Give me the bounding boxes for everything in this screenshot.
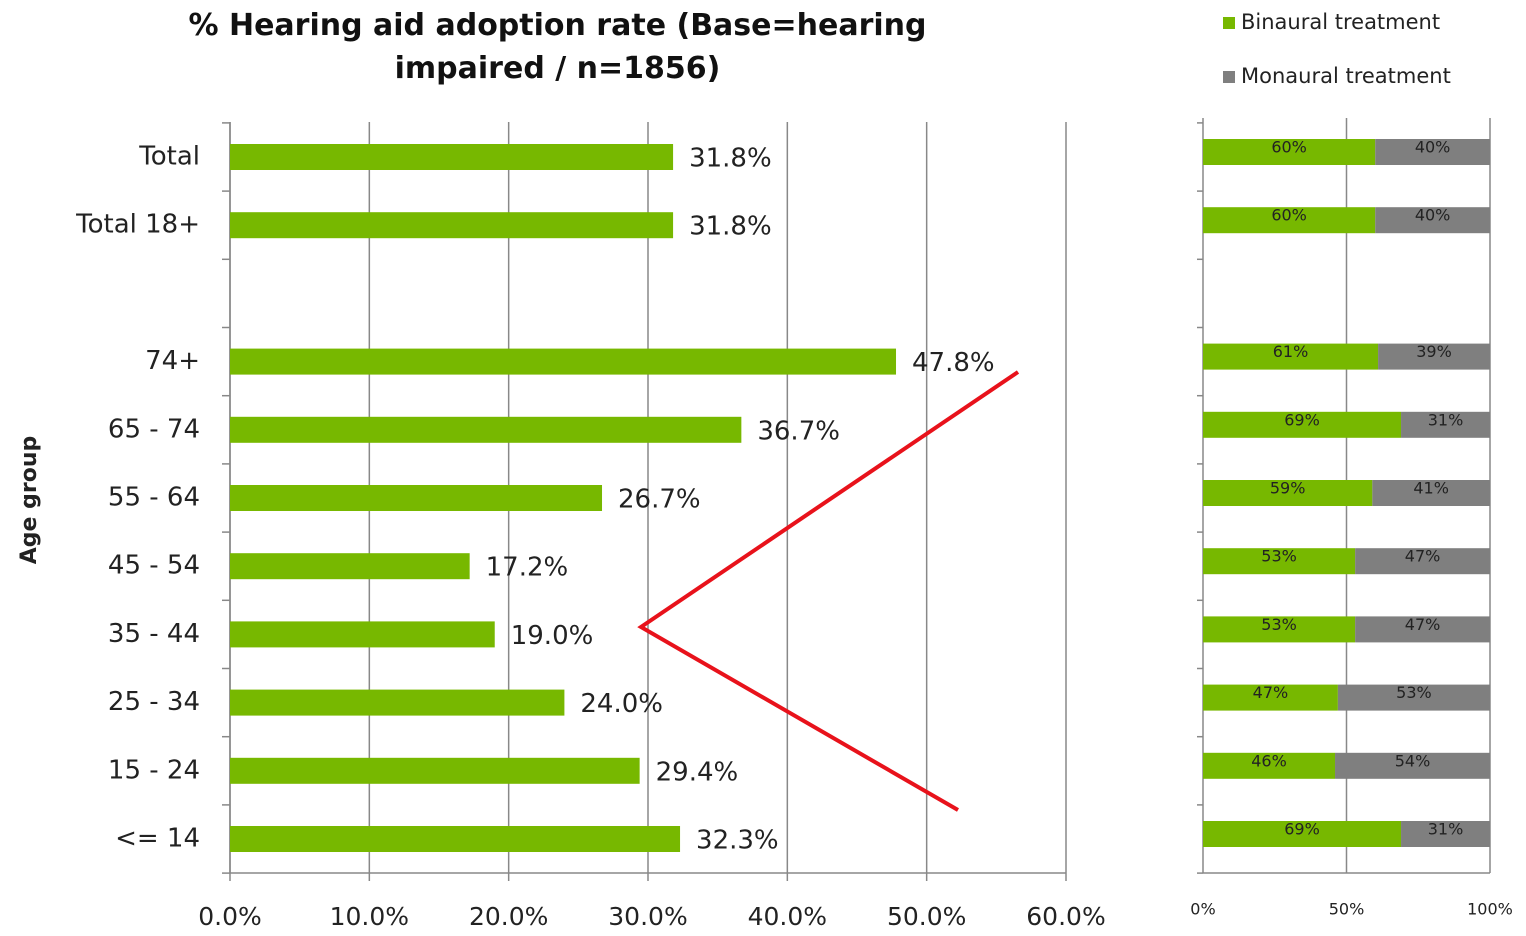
y-tick-label: 65 - 74 — [108, 414, 200, 444]
data-label: 31% — [1428, 410, 1464, 429]
y-tick-label: 15 - 24 — [108, 755, 200, 785]
data-label: 61% — [1273, 342, 1309, 361]
x-tick-label: 40.0% — [748, 902, 827, 931]
data-label: 17.2% — [486, 553, 569, 583]
data-label: 19.0% — [511, 621, 594, 651]
bar-segment — [1203, 343, 1379, 370]
data-label: 60% — [1271, 206, 1307, 225]
data-label: 32.3% — [696, 826, 779, 856]
y-tick-label: 35 - 44 — [108, 619, 200, 649]
bar-segment — [1203, 616, 1356, 643]
bar-segment — [1355, 616, 1490, 643]
bar — [230, 689, 565, 716]
data-label: 46% — [1251, 751, 1287, 770]
x-tick-label: 20.0% — [469, 902, 548, 931]
x-tick-label: 60.0% — [1026, 902, 1105, 931]
bar-segment — [1203, 548, 1356, 575]
bar — [230, 757, 640, 784]
data-label: 31.8% — [689, 212, 772, 242]
data-label: 60% — [1271, 138, 1307, 157]
x-tick-label: 50.0% — [887, 902, 966, 931]
data-label: 26.7% — [618, 485, 701, 515]
data-label: 69% — [1284, 820, 1320, 839]
bar-segment — [1337, 684, 1490, 711]
bar-segment — [1203, 480, 1373, 506]
data-label: 53% — [1261, 547, 1297, 566]
data-label: 47% — [1405, 615, 1441, 634]
y-tick-label: 25 - 34 — [108, 687, 200, 717]
x-tick-label: 0% — [1190, 900, 1215, 919]
bar — [230, 348, 897, 375]
bar-segment — [1375, 207, 1490, 234]
y-axis-label: Age group — [17, 436, 42, 564]
x-tick-label: 0.0% — [198, 902, 262, 931]
data-label: 24.0% — [580, 689, 663, 719]
data-label: 40% — [1415, 138, 1451, 157]
data-label: 53% — [1396, 683, 1432, 702]
bar — [230, 144, 674, 170]
bar-segment — [1203, 411, 1402, 438]
y-tick-label: Total 18+ — [75, 210, 200, 240]
data-label: 29.4% — [656, 757, 739, 787]
data-label: 40% — [1415, 206, 1451, 225]
bar-segment — [1203, 821, 1402, 847]
data-label: 36.7% — [757, 416, 840, 446]
bar — [230, 553, 470, 580]
bar-segment — [1203, 207, 1376, 234]
bar — [230, 621, 495, 648]
data-label: 47.8% — [912, 348, 995, 378]
annotation-line — [637, 370, 1020, 812]
chart-title: % Hearing aid adoption rate (Base=hearin… — [188, 8, 927, 86]
data-label: 69% — [1284, 410, 1320, 429]
data-label: 47% — [1405, 547, 1441, 566]
y-tick-label: 55 - 64 — [108, 483, 200, 513]
bar-segment — [1203, 139, 1376, 165]
data-label: 47% — [1253, 683, 1289, 702]
x-tick-label: 50% — [1329, 900, 1365, 919]
bar-segment — [1203, 752, 1336, 779]
bar-segment — [1355, 548, 1490, 575]
y-tick-label: 74+ — [145, 346, 200, 376]
data-label: 59% — [1270, 479, 1306, 498]
x-tick-label: 10.0% — [330, 902, 409, 931]
bar-segment — [1335, 752, 1490, 779]
bar-segment — [1401, 821, 1490, 847]
bar — [230, 416, 742, 443]
bar — [230, 212, 674, 239]
data-label: 39% — [1416, 342, 1452, 361]
bar-segment — [1372, 480, 1490, 506]
legend-label: Monaural treatment — [1241, 64, 1451, 88]
bar-segment — [1378, 343, 1490, 370]
bar-segment — [1375, 139, 1490, 165]
data-label: 31% — [1428, 820, 1464, 839]
x-tick-label: 30.0% — [608, 902, 687, 931]
x-tick-label: 100% — [1467, 900, 1513, 919]
y-tick-label: Total — [138, 142, 200, 172]
data-label: 41% — [1413, 479, 1449, 498]
y-tick-label: 45 - 54 — [108, 551, 200, 581]
legend-swatch — [1223, 71, 1235, 83]
legend-swatch — [1223, 17, 1235, 29]
bar — [230, 485, 603, 511]
bar-segment — [1401, 411, 1490, 438]
bar-segment — [1203, 684, 1338, 711]
y-tick-label: <= 14 — [115, 824, 200, 854]
data-label: 31.8% — [689, 144, 772, 174]
data-label: 54% — [1395, 751, 1431, 770]
bar — [230, 826, 681, 852]
data-label: 53% — [1261, 615, 1297, 634]
legend-label: Binaural treatment — [1241, 10, 1440, 34]
